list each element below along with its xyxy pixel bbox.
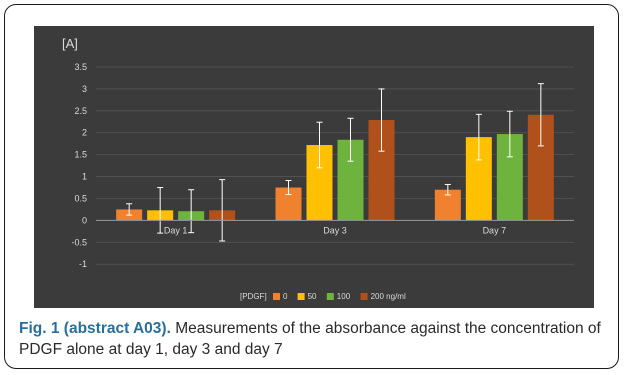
y-tick-label: 1 — [82, 172, 87, 182]
caption-lead: Fig. 1 (abstract A03). — [19, 320, 171, 337]
y-tick-label: 3.5 — [74, 62, 87, 72]
y-tick-label: 3 — [82, 84, 87, 94]
y-tick-label: 1.5 — [74, 150, 87, 160]
figure-caption: Fig. 1 (abstract A03). Measurements of t… — [19, 318, 609, 360]
chart-canvas: [A] 3.5 3 2.5 2 1.5 1 0.5 0 -0.5 -1 Day 1 Day 3 Day 7… — [62, 36, 574, 301]
legend-label: 50 — [308, 292, 317, 301]
y-tick-label: -0.5 — [71, 237, 87, 247]
legend-swatch — [273, 293, 280, 300]
x-category-label: Day 7 — [483, 225, 507, 235]
legend-label: 0 — [283, 292, 288, 301]
figure-frame — [4, 4, 619, 369]
legend-label: 100 — [337, 292, 351, 301]
y-tick-label: 0.5 — [74, 193, 87, 203]
bar-chart: [A] 3.5 3 2.5 2 1.5 1 0.5 0 -0.5 -1 Day 1 Day 3 Day 7… — [34, 26, 594, 308]
caption-text: Measurements of the absorbance against t… — [19, 320, 601, 358]
y-tick-label: 2.5 — [74, 106, 87, 116]
legend-swatch — [326, 293, 334, 300]
y-tick-label: 0 — [82, 215, 87, 225]
legend-label: 200 ng/ml — [371, 292, 406, 301]
legend-swatch — [297, 293, 305, 300]
x-category-label: Day 3 — [323, 225, 347, 235]
y-axis-label: [A] — [62, 36, 78, 51]
legend-title: [PDGF] — [240, 292, 267, 301]
y-tick-label: 2 — [82, 128, 87, 138]
legend-swatch — [360, 293, 368, 300]
x-category-label: Day 1 — [164, 225, 188, 235]
y-tick-label: -1 — [79, 259, 87, 269]
